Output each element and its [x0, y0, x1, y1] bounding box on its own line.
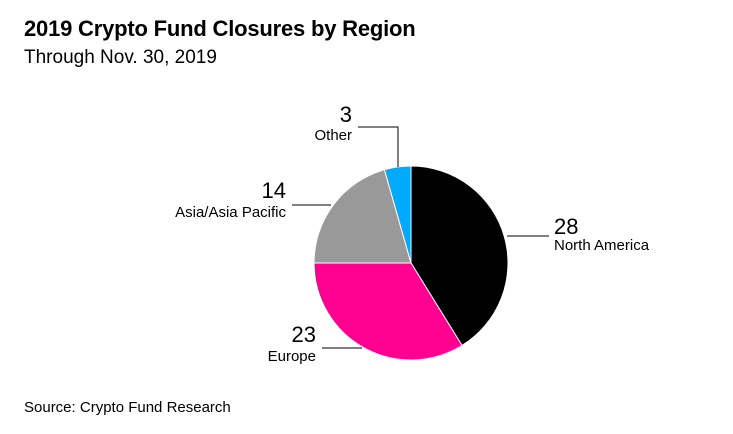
source-note: Source: Crypto Fund Research — [24, 399, 231, 416]
leader-line — [358, 126, 399, 167]
chart-title: 2019 Crypto Fund Closures by Region — [24, 16, 416, 41]
pie-slice-europe — [313, 262, 463, 361]
chart-subtitle: Through Nov. 30, 2019 — [24, 47, 217, 68]
pie-slice-north-america — [410, 165, 509, 347]
leader-lines — [292, 126, 549, 349]
slice-value-label: 23 — [292, 322, 316, 347]
slice-category-label: Other — [314, 127, 352, 144]
slice-value-label: 28 — [554, 214, 578, 239]
slice-value-label: 14 — [262, 178, 286, 203]
pie-slices — [313, 165, 509, 361]
slice-category-label: Europe — [268, 348, 316, 365]
slice-value-label: 3 — [340, 102, 352, 127]
slice-category-label: Asia/Asia Pacific — [175, 204, 286, 221]
pie-slice-asia-asia-pacific — [313, 169, 412, 264]
slice-category-label: North America — [554, 237, 650, 254]
